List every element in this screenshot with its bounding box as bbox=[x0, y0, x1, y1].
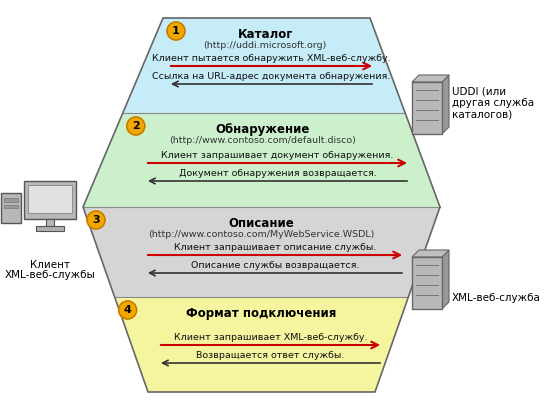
Polygon shape bbox=[83, 113, 440, 207]
Text: (http://www.contoso.com/default.disco): (http://www.contoso.com/default.disco) bbox=[169, 136, 356, 145]
Text: Клиент запрашивает описание службы.: Клиент запрашивает описание службы. bbox=[174, 243, 376, 252]
Polygon shape bbox=[412, 75, 449, 82]
Text: UDDI (или
другая служба
каталогов): UDDI (или другая служба каталогов) bbox=[452, 87, 534, 120]
Bar bbox=[4, 198, 18, 202]
Text: XML-веб-службы: XML-веб-службы bbox=[4, 270, 95, 280]
Text: (http://www.contoso.com/MyWebService.WSDL): (http://www.contoso.com/MyWebService.WSD… bbox=[148, 230, 375, 239]
Polygon shape bbox=[83, 207, 440, 297]
Text: 3: 3 bbox=[92, 215, 100, 225]
Text: Описание: Описание bbox=[228, 217, 295, 230]
Polygon shape bbox=[412, 250, 449, 257]
Bar bbox=[4, 205, 18, 208]
Text: Клиент запрашивает документ обнаружения.: Клиент запрашивает документ обнаружения. bbox=[162, 151, 394, 160]
Text: Документ обнаружения возвращается.: Документ обнаружения возвращается. bbox=[179, 169, 377, 178]
Text: Ссылка на URL-адрес документа обнаружения.: Ссылка на URL-адрес документа обнаружени… bbox=[152, 72, 390, 81]
Bar bbox=[46, 219, 54, 226]
Bar bbox=[412, 257, 442, 309]
Bar bbox=[24, 181, 76, 219]
Text: Формат подключения: Формат подключения bbox=[186, 307, 336, 320]
Text: (http://uddi.microsoft.org): (http://uddi.microsoft.org) bbox=[203, 41, 327, 50]
Circle shape bbox=[119, 301, 136, 319]
Polygon shape bbox=[442, 75, 449, 134]
Circle shape bbox=[167, 22, 185, 40]
Text: 2: 2 bbox=[132, 121, 140, 131]
Text: Клиент: Клиент bbox=[30, 260, 70, 270]
Text: 1: 1 bbox=[172, 26, 180, 36]
Bar bbox=[36, 226, 64, 231]
Circle shape bbox=[87, 211, 105, 229]
Bar bbox=[28, 185, 72, 213]
Text: Клиент пытается обнаружить XML-веб-службу.: Клиент пытается обнаружить XML-веб-служб… bbox=[152, 54, 391, 63]
Circle shape bbox=[127, 117, 145, 135]
Text: XML-веб-служба: XML-веб-служба bbox=[452, 293, 541, 303]
Text: Каталог: Каталог bbox=[237, 28, 293, 41]
Text: Описание службы возвращается.: Описание службы возвращается. bbox=[190, 261, 359, 270]
Text: Обнаружение: Обнаружение bbox=[216, 123, 310, 136]
Polygon shape bbox=[115, 297, 408, 392]
Text: 4: 4 bbox=[124, 305, 131, 315]
Bar bbox=[412, 82, 442, 134]
Bar bbox=[1, 193, 21, 223]
Polygon shape bbox=[442, 250, 449, 309]
Text: Клиент запрашивает XML-веб-службу.: Клиент запрашивает XML-веб-службу. bbox=[174, 333, 367, 342]
Polygon shape bbox=[123, 18, 405, 113]
Text: Возвращается ответ службы.: Возвращается ответ службы. bbox=[196, 351, 345, 360]
